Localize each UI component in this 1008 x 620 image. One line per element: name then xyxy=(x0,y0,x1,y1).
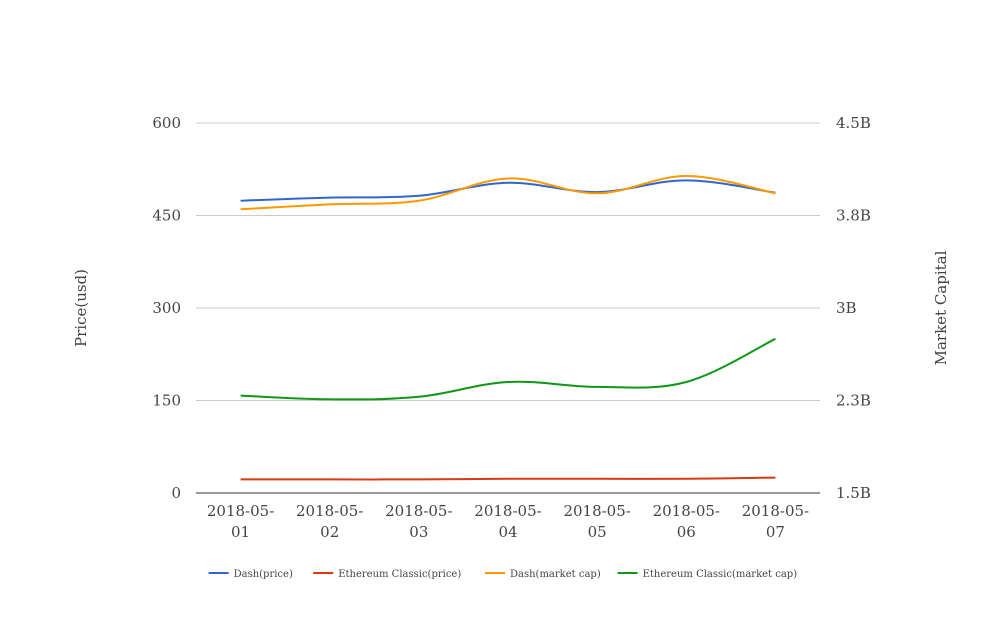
y-left-tick-label: 0 xyxy=(171,484,181,502)
y-axis-left-label: Price(usd) xyxy=(72,269,90,347)
y-axis-right-label: Market Capital xyxy=(932,250,950,365)
series-layer xyxy=(240,174,776,481)
series-line-ethereum-classic-market-cap xyxy=(240,337,776,401)
legend: Dash(price) Ethereum Classic(price) Dash(m… xyxy=(208,569,798,580)
y-right-tick-label: 3.8B xyxy=(836,207,871,225)
x-tick-label: 2018-05-07 xyxy=(742,502,809,541)
y-left-tick-label: 600 xyxy=(152,114,181,132)
y-right-tick-label: 1.5B xyxy=(836,484,871,502)
y-left-tick-label: 300 xyxy=(152,299,181,317)
x-tick-label: 2018-05-06 xyxy=(653,502,720,541)
series-line-ethereum-classic-price xyxy=(240,476,776,481)
y-right-tick-label: 4.5B xyxy=(836,114,871,132)
series-line-dash-market-cap xyxy=(240,174,776,211)
y-right-tick-label: 3B xyxy=(836,299,857,317)
axis-layer: 0 1.5B 150 2.3B 300 3B 450 3.8B 600 4.5B 2018-05-0… xyxy=(152,114,871,541)
x-tick-label: 2018-05-01 xyxy=(207,502,274,541)
legend-label-ethereum-classic-market-cap: Ethereum Classic(market cap) xyxy=(643,569,798,580)
grid-layer xyxy=(196,122,820,401)
y-right-tick-label: 2.3B xyxy=(836,392,871,410)
x-tick-label: 2018-05-04 xyxy=(474,502,541,541)
legend-label-dash-market-cap: Dash(market cap) xyxy=(510,569,601,580)
y-left-tick-label: 150 xyxy=(152,392,181,410)
legend-label-dash-price: Dash(price) xyxy=(234,569,293,580)
x-tick-label: 2018-05-02 xyxy=(296,502,363,541)
y-left-tick-label: 450 xyxy=(152,207,181,225)
x-tick-label: 2018-05-03 xyxy=(385,502,452,541)
series-line-dash-price xyxy=(240,179,776,202)
legend-label-ethereum-classic-price: Ethereum Classic(price) xyxy=(338,569,461,580)
x-tick-label: 2018-05-05 xyxy=(563,502,630,541)
